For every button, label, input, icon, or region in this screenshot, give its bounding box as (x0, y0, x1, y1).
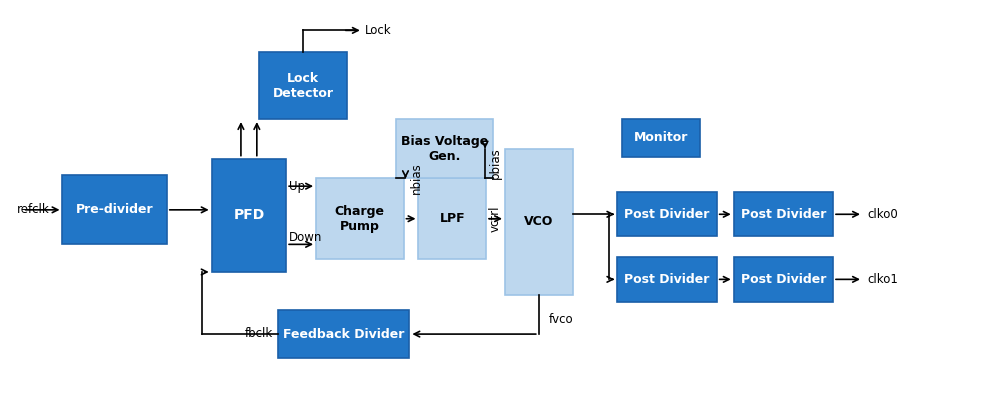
Text: Post Divider: Post Divider (741, 273, 826, 286)
Text: VCO: VCO (524, 215, 553, 228)
FancyBboxPatch shape (396, 119, 493, 178)
Text: Lock: Lock (365, 24, 392, 37)
Text: nbias: nbias (409, 162, 422, 194)
Text: Charge
Pump: Charge Pump (335, 205, 385, 233)
Text: Post Divider: Post Divider (741, 208, 826, 221)
FancyBboxPatch shape (418, 178, 486, 259)
FancyBboxPatch shape (617, 257, 716, 302)
Text: Monitor: Monitor (634, 131, 688, 144)
Text: clko0: clko0 (868, 208, 898, 221)
Text: clko1: clko1 (868, 273, 898, 286)
Text: Pre-divider: Pre-divider (76, 203, 154, 217)
FancyBboxPatch shape (505, 149, 573, 295)
Text: Bias Voltage
Gen.: Bias Voltage Gen. (400, 135, 488, 163)
Text: fvco: fvco (549, 313, 574, 326)
Text: pbias: pbias (489, 148, 502, 179)
Text: LPF: LPF (440, 212, 465, 225)
Text: Down: Down (289, 231, 323, 244)
Text: Lock
Detector: Lock Detector (273, 72, 334, 100)
Text: refclk: refclk (17, 203, 49, 217)
FancyBboxPatch shape (622, 119, 700, 156)
Text: Post Divider: Post Divider (624, 208, 709, 221)
Text: PFD: PFD (233, 208, 265, 222)
FancyBboxPatch shape (316, 178, 403, 259)
FancyBboxPatch shape (62, 176, 167, 244)
Text: Up: Up (289, 179, 305, 193)
FancyBboxPatch shape (734, 192, 833, 236)
Text: vctrl: vctrl (489, 205, 502, 232)
FancyBboxPatch shape (278, 310, 409, 358)
Text: fbclk: fbclk (245, 327, 274, 340)
Text: Post Divider: Post Divider (624, 273, 709, 286)
FancyBboxPatch shape (260, 52, 346, 119)
FancyBboxPatch shape (617, 192, 716, 236)
Text: Feedback Divider: Feedback Divider (283, 328, 404, 341)
FancyBboxPatch shape (734, 257, 833, 302)
FancyBboxPatch shape (212, 158, 286, 272)
